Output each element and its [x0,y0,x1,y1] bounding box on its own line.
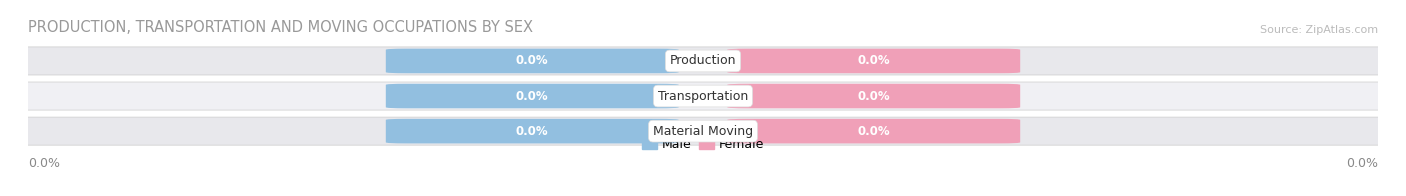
FancyBboxPatch shape [385,49,679,73]
Text: 0.0%: 0.0% [858,54,890,67]
Text: 0.0%: 0.0% [1346,157,1378,171]
Text: Production: Production [669,54,737,67]
FancyBboxPatch shape [1,117,1405,145]
Text: Source: ZipAtlas.com: Source: ZipAtlas.com [1260,25,1378,35]
FancyBboxPatch shape [727,84,1021,108]
FancyBboxPatch shape [385,119,679,143]
FancyBboxPatch shape [385,84,679,108]
Text: Material Moving: Material Moving [652,125,754,138]
FancyBboxPatch shape [1,82,1405,110]
FancyBboxPatch shape [727,119,1021,143]
Text: 0.0%: 0.0% [28,157,60,171]
FancyBboxPatch shape [727,49,1021,73]
FancyBboxPatch shape [1,47,1405,75]
Legend: Male, Female: Male, Female [637,133,769,156]
Text: Transportation: Transportation [658,90,748,103]
Text: 0.0%: 0.0% [516,125,548,138]
Text: 0.0%: 0.0% [516,90,548,103]
Text: 0.0%: 0.0% [858,125,890,138]
Text: PRODUCTION, TRANSPORTATION AND MOVING OCCUPATIONS BY SEX: PRODUCTION, TRANSPORTATION AND MOVING OC… [28,20,533,35]
Text: 0.0%: 0.0% [858,90,890,103]
Text: 0.0%: 0.0% [516,54,548,67]
